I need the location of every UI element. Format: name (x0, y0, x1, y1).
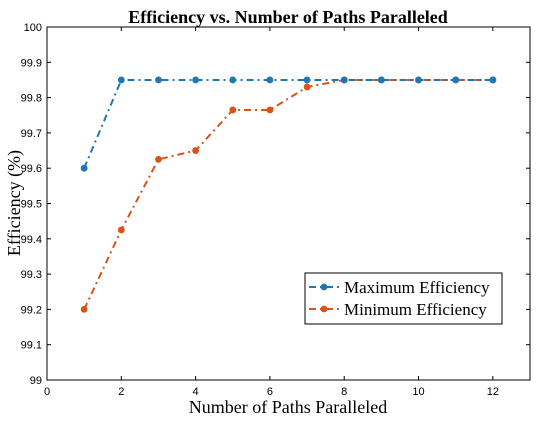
legend-label-maximum-efficiency: Maximum Efficiency (344, 278, 490, 297)
maximum-efficiency-point (415, 76, 422, 84)
maximum-efficiency-point (266, 76, 274, 84)
x-tick-label: 0 (44, 386, 50, 398)
maximum-efficiency-point (155, 76, 162, 84)
y-tick-label: 99.1 (21, 340, 42, 352)
y-tick-label: 99.4 (21, 234, 42, 246)
legend-box (304, 272, 503, 325)
y-axis-label: Efficiency (%) (4, 150, 25, 256)
y-axis-tick-labels: 99 99.1 99.2 99.3 99.4 99.5 99.6 99.7 99.8 99.9 10… (21, 22, 42, 387)
y-tick-label: 99.9 (21, 57, 42, 69)
y-tick-label: 99.8 (21, 93, 42, 105)
series-line-minimum-efficiency (83, 78, 493, 310)
minimum-efficiency-point (303, 83, 311, 91)
y-tick-label: 99 (30, 375, 42, 387)
maximum-efficiency-point (229, 76, 237, 84)
minimum-efficiency-point (229, 106, 237, 114)
minimum-efficiency-point (155, 155, 162, 163)
x-tick-label: 10 (412, 386, 424, 398)
maximum-efficiency-point (377, 76, 385, 84)
legend-marker-maximum-efficiency (320, 283, 328, 291)
y-axis-ticks (47, 26, 530, 381)
x-tick-label: 8 (341, 386, 347, 398)
x-axis-tick-labels: 0 2 4 6 8 10 12 (44, 386, 499, 398)
x-tick-label: 6 (267, 386, 273, 398)
legend: Maximum Efficiency Minimum Efficiency (304, 272, 503, 325)
minimum-efficiency-point (192, 147, 200, 154)
minimum-efficiency-point (80, 306, 88, 313)
chart-title: Efficiency vs. Number of Paths Parallele… (128, 7, 448, 27)
legend-marker-minimum-efficiency (320, 305, 328, 313)
x-tick-label: 4 (193, 386, 199, 398)
maximum-efficiency-point (340, 76, 348, 84)
y-tick-label: 99.3 (21, 269, 42, 281)
y-tick-label: 99.5 (21, 199, 42, 211)
series-layer (80, 76, 497, 313)
maximum-efficiency-point (192, 76, 200, 84)
maximum-efficiency-point (303, 76, 311, 84)
y-tick-label: 100 (24, 22, 42, 34)
maximum-efficiency-point (80, 164, 88, 172)
x-axis-ticks (46, 27, 494, 380)
y-tick-label: 99.6 (21, 163, 42, 175)
x-axis-label: Number of Paths Paralleled (189, 397, 387, 417)
maximum-efficiency-point (117, 76, 125, 84)
x-tick-label: 2 (118, 386, 124, 398)
maximum-efficiency-point (452, 76, 460, 84)
minimum-efficiency-point (266, 106, 274, 114)
y-tick-label: 99.7 (21, 128, 42, 140)
minimum-efficiency-point (117, 226, 125, 234)
x-tick-label: 12 (487, 386, 499, 398)
legend-label-minimum-efficiency: Minimum Efficiency (344, 300, 487, 319)
maximum-efficiency-point (489, 76, 497, 84)
y-tick-label: 99.2 (21, 304, 42, 316)
